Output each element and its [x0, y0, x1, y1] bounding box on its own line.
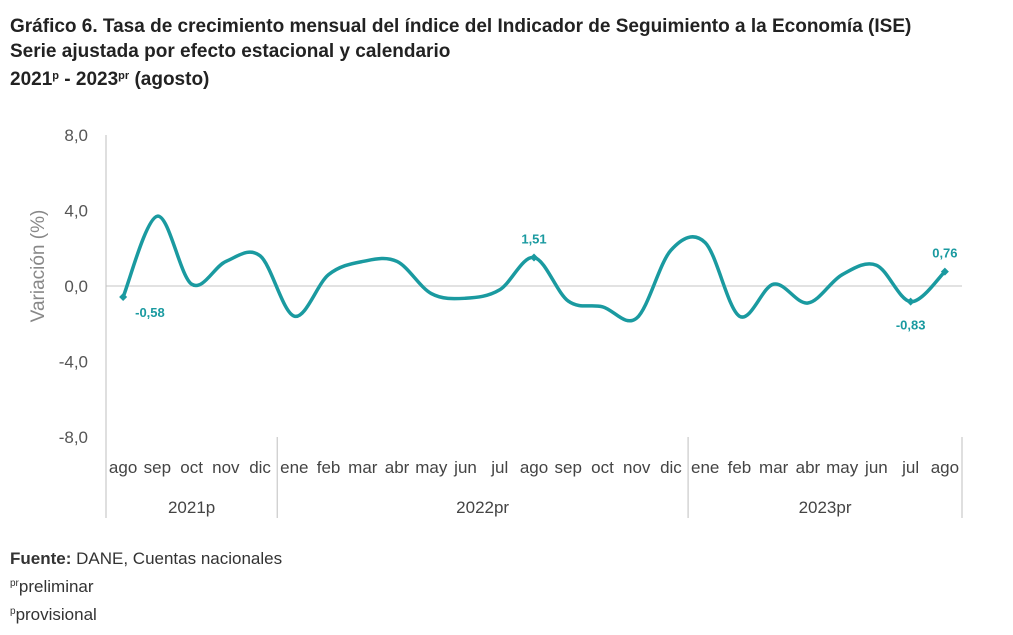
- footer-notes: Fuente: DANE, Cuentas nacionales prpreli…: [10, 546, 282, 627]
- x-tick-label: dic: [249, 458, 271, 477]
- x-tick-label: sep: [555, 458, 582, 477]
- x-tick-label: abr: [796, 458, 821, 477]
- title-line-1: Gráfico 6. Tasa de crecimiento mensual d…: [10, 16, 912, 37]
- x-tick-label: jul: [490, 458, 508, 477]
- x-tick-label: nov: [623, 458, 651, 477]
- x-tick-label: oct: [591, 458, 614, 477]
- chart-title: Gráfico 6. Tasa de crecimiento mensual d…: [10, 14, 911, 92]
- data-point-marker: [530, 253, 538, 262]
- y-tick-label: 4,0: [64, 202, 88, 221]
- y-tick-label: -4,0: [59, 353, 88, 372]
- title-line-3: 2021p - 2023pr (agosto): [10, 69, 210, 90]
- data-label: 0,76: [932, 246, 957, 261]
- x-tick-label: mar: [759, 458, 789, 477]
- data-point-marker: [906, 297, 915, 306]
- x-tick-label: jun: [864, 458, 888, 477]
- x-tick-label: jul: [901, 458, 919, 477]
- y-tick-label: 0,0: [64, 277, 88, 296]
- note-provisional: pprovisional: [10, 605, 97, 624]
- title-line-2: Serie ajustada por efecto estacional y c…: [10, 41, 451, 62]
- data-point-marker: [119, 292, 128, 301]
- x-tick-label: oct: [180, 458, 203, 477]
- data-label: -0,83: [896, 318, 926, 333]
- x-tick-label: sep: [144, 458, 171, 477]
- year-group-label: 2022pr: [456, 498, 509, 517]
- x-tick-label: jun: [453, 458, 477, 477]
- x-tick-label: ago: [931, 458, 959, 477]
- x-tick-label: may: [415, 458, 448, 477]
- x-tick-label: ago: [520, 458, 548, 477]
- x-tick-label: feb: [317, 458, 341, 477]
- x-tick-label: dic: [660, 458, 682, 477]
- x-tick-label: feb: [728, 458, 752, 477]
- note-preliminar: prpreliminar: [10, 577, 94, 596]
- data-label: -0,58: [135, 305, 165, 320]
- data-point-marker: [940, 267, 949, 276]
- year-group-label: 2023pr: [799, 498, 852, 517]
- y-tick-label: -8,0: [59, 428, 88, 447]
- x-tick-label: ene: [691, 458, 719, 477]
- y-tick-label: 8,0: [64, 126, 88, 145]
- source-line: Fuente: DANE, Cuentas nacionales: [10, 549, 283, 568]
- x-tick-label: may: [826, 458, 859, 477]
- x-tick-label: nov: [212, 458, 240, 477]
- x-tick-label: ago: [109, 458, 137, 477]
- x-tick-label: mar: [348, 458, 378, 477]
- data-label: 1,51: [521, 231, 546, 246]
- year-group-label: 2021p: [168, 498, 215, 517]
- x-tick-label: ene: [280, 458, 308, 477]
- x-tick-label: abr: [385, 458, 410, 477]
- y-axis-title: Variación (%): [28, 210, 49, 323]
